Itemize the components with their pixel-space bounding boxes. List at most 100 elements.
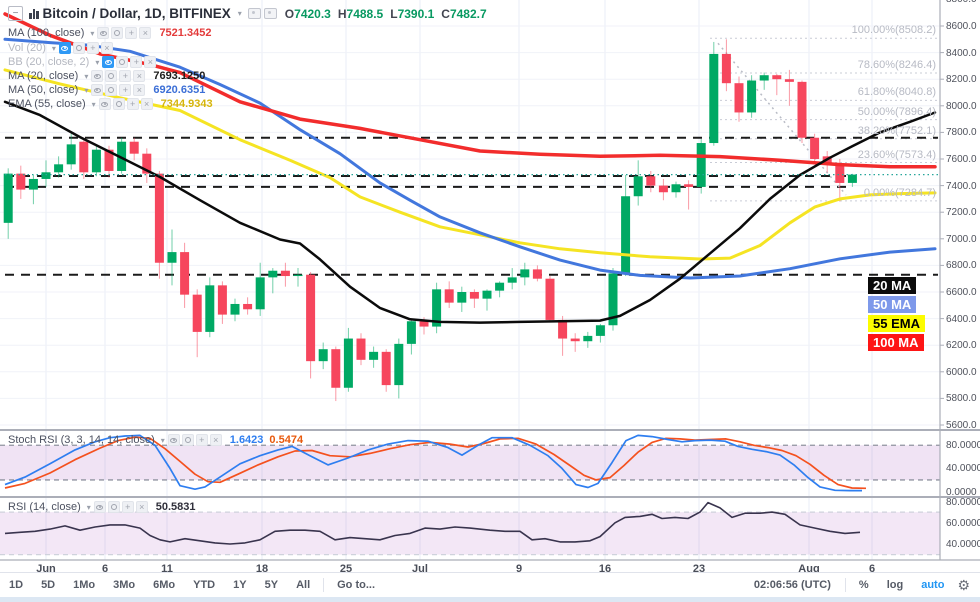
settings-icon[interactable] — [112, 98, 125, 110]
clock-readout[interactable]: 02:06:56 (UTC) — [753, 579, 831, 591]
candle-body — [369, 351, 379, 360]
price-axis-label: 7400.0 — [946, 180, 977, 192]
candle-body — [3, 173, 13, 223]
settings-icon[interactable] — [105, 70, 118, 82]
close-icon[interactable]: × — [133, 84, 146, 96]
range-6mo-button[interactable]: 6Mo — [153, 579, 176, 591]
legend-50ma: 50 MA — [868, 296, 917, 313]
add-icon[interactable]: + — [121, 501, 134, 513]
candle-body — [835, 164, 845, 183]
add-icon[interactable]: + — [86, 42, 99, 54]
collapse-panel-icon[interactable]: − — [8, 6, 23, 21]
symbol-header: − Bitcoin / Dollar, 1D, BITFINEX ▾ O7420… — [8, 6, 494, 21]
range-ytd-button[interactable]: YTD — [193, 579, 216, 591]
indicator-label[interactable]: EMA (55, close) — [8, 98, 86, 110]
indicator-label[interactable]: MA (20, close) — [8, 70, 79, 82]
indicator-row: Vol (20) ▾ + × — [8, 42, 115, 54]
candle-body — [205, 285, 215, 332]
low-label: L — [390, 6, 398, 21]
chevron-down-icon[interactable]: ▾ — [84, 71, 89, 81]
chevron-down-icon[interactable]: ▾ — [51, 43, 56, 53]
candle-body — [759, 75, 769, 81]
range-1mo-button[interactable]: 1Mo — [73, 579, 96, 591]
time-axis-label: 6 — [868, 563, 876, 575]
price-axis-label: 8200.0 — [946, 74, 977, 86]
candle-body — [721, 53, 731, 84]
snapshot-icon[interactable] — [247, 8, 261, 19]
eye-icon[interactable] — [102, 56, 115, 68]
stoch-rsi-header: Stoch RSI (3, 3, 14, 14, close) ▾ + × 1.… — [8, 434, 303, 446]
range-1y-button[interactable]: 1Y — [233, 579, 247, 591]
eye-icon[interactable] — [98, 98, 111, 110]
candle-body — [709, 53, 719, 144]
auto-scale-button[interactable]: auto — [921, 579, 945, 591]
settings-icon[interactable] — [181, 434, 194, 446]
close-icon[interactable]: × — [139, 27, 152, 39]
chevron-down-icon[interactable]: ▾ — [91, 99, 96, 109]
stoch-rsi-label[interactable]: Stoch RSI (3, 3, 14, 14, close) — [8, 434, 155, 446]
eye-icon[interactable] — [91, 84, 104, 96]
candle-body — [318, 349, 328, 362]
indicator-label[interactable]: BB (20, close, 2) — [8, 56, 90, 68]
gear-icon[interactable]: ⚙ — [957, 576, 970, 593]
close-icon[interactable]: × — [209, 434, 222, 446]
chevron-down-icon[interactable]: ▾ — [95, 57, 100, 67]
ohlc-readout: O7420.3 H7488.5 L7390.1 C7482.7 — [285, 7, 494, 21]
settings-icon[interactable] — [111, 27, 124, 39]
range-3mo-button[interactable]: 3Mo — [113, 579, 136, 591]
eye-icon[interactable] — [58, 42, 71, 54]
add-icon[interactable]: + — [126, 98, 139, 110]
range-all-button[interactable]: All — [296, 579, 311, 591]
rsi-label[interactable]: RSI (14, close) — [8, 501, 81, 513]
indicator-value: 7344.9343 — [160, 98, 213, 110]
log-scale-button[interactable]: log — [886, 579, 904, 591]
close-icon[interactable]: × — [133, 70, 146, 82]
settings-icon[interactable] — [107, 501, 120, 513]
indicator-label[interactable]: MA (50, close) — [8, 84, 79, 96]
eye-icon[interactable] — [91, 70, 104, 82]
add-icon[interactable]: + — [130, 56, 143, 68]
legend-55ema: 55 EMA — [868, 315, 925, 332]
candle-body — [192, 294, 202, 332]
range-1d-button[interactable]: 1D — [9, 579, 24, 591]
add-icon[interactable]: + — [119, 84, 132, 96]
rsi-value: 50.5831 — [155, 501, 196, 513]
chart-style-icon[interactable] — [29, 8, 39, 19]
settings-icon[interactable] — [105, 84, 118, 96]
settings-icon[interactable] — [72, 42, 85, 54]
add-icon[interactable]: + — [119, 70, 132, 82]
close-icon[interactable]: × — [140, 98, 153, 110]
bottom-toolbar: 1D 5D 1Mo 3Mo 6Mo YTD 1Y 5Y All Go to...… — [0, 572, 980, 597]
eye-icon[interactable] — [97, 27, 110, 39]
candle-body — [154, 173, 164, 263]
chevron-down-icon[interactable]: ▾ — [84, 85, 89, 95]
settings-icon[interactable] — [116, 56, 129, 68]
eye-icon[interactable] — [167, 434, 180, 446]
chevron-down-icon[interactable]: ▾ — [160, 435, 165, 445]
indicator-label[interactable]: Vol (20) — [8, 42, 46, 54]
close-icon[interactable]: × — [144, 56, 157, 68]
eye-icon[interactable] — [93, 501, 106, 513]
close-icon[interactable]: × — [100, 42, 113, 54]
candle-body — [306, 274, 316, 362]
chevron-down-icon[interactable]: ▾ — [237, 9, 242, 18]
fib-level-label: 38.20%(7752.1) — [857, 124, 936, 137]
goto-button[interactable]: Go to... — [337, 579, 376, 591]
percent-scale-button[interactable]: % — [858, 579, 869, 591]
add-icon[interactable]: + — [195, 434, 208, 446]
chevron-down-icon[interactable]: ▾ — [90, 28, 95, 38]
indicator-label[interactable]: MA (100, close) — [8, 27, 85, 39]
range-5d-button[interactable]: 5D — [41, 579, 56, 591]
compare-icon[interactable] — [263, 8, 277, 19]
candle-body — [684, 184, 694, 187]
add-icon[interactable]: + — [125, 27, 138, 39]
range-5y-button[interactable]: 5Y — [264, 579, 279, 591]
price-axis-label: 7600.0 — [946, 154, 977, 165]
chevron-down-icon[interactable]: ▾ — [86, 502, 91, 512]
stoch-axis-label: 0.0000 — [946, 486, 977, 498]
symbol-title[interactable]: Bitcoin / Dollar, 1D, BITFINEX — [42, 6, 231, 21]
candle-body — [621, 196, 631, 274]
close-icon[interactable]: × — [135, 501, 148, 513]
